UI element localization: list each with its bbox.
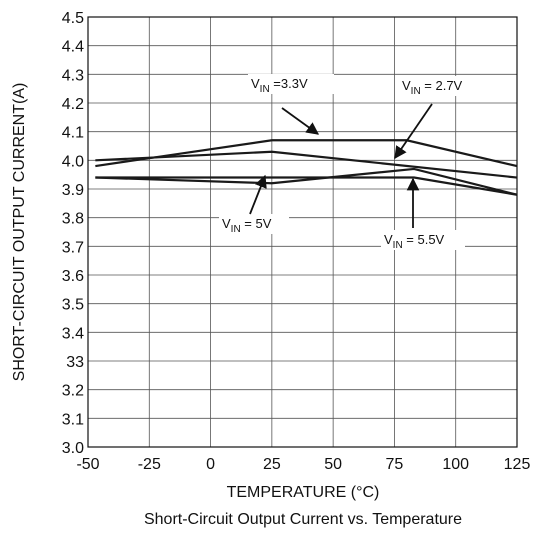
chart-title: Short-Circuit Output Current vs. Tempera… bbox=[144, 511, 462, 528]
y-tick-label: 4.4 bbox=[62, 39, 84, 56]
annotation-bg bbox=[248, 74, 334, 94]
y-tick-label: 4.0 bbox=[62, 153, 84, 170]
annotation-rest: = 5V bbox=[241, 216, 272, 231]
annotation-arrow bbox=[394, 103, 433, 160]
annotation-rest: = 5.5V bbox=[403, 232, 445, 247]
y-axis-label: SHORT-CIRCUIT OUTPUT CURRENT(A) bbox=[11, 83, 28, 382]
annotation-arrow bbox=[281, 107, 320, 135]
y-tick-label: 3.7 bbox=[62, 239, 84, 256]
annotation-main: V bbox=[251, 76, 260, 91]
x-tick-label: 125 bbox=[504, 456, 531, 473]
y-tick-label: 4.1 bbox=[62, 125, 84, 142]
y-tick-label: 4.2 bbox=[62, 96, 84, 113]
series-line bbox=[95, 176, 518, 196]
y-tick-label: 3.9 bbox=[62, 182, 84, 199]
annotation-arrow bbox=[249, 174, 267, 215]
series-line bbox=[95, 150, 518, 179]
annotation-sub: IN bbox=[393, 240, 403, 251]
y-tick-label: 3.6 bbox=[62, 268, 84, 285]
x-tick-label: -50 bbox=[76, 456, 99, 473]
annotation-bg bbox=[399, 76, 481, 96]
annotation-bg bbox=[219, 214, 289, 234]
x-tick-label: 100 bbox=[442, 456, 469, 473]
plot-frame bbox=[87, 16, 518, 448]
x-tick-label: -25 bbox=[138, 456, 161, 473]
annotation-rest: = 2.7V bbox=[421, 78, 463, 93]
annotation: VIN =3.3V bbox=[251, 76, 308, 95]
y-tick-label: 3.4 bbox=[62, 325, 84, 342]
annotation-sub: IN bbox=[260, 84, 270, 95]
y-tick-label: 4.3 bbox=[62, 67, 84, 84]
annotation-main: V bbox=[402, 78, 411, 93]
x-tick-label: 75 bbox=[386, 456, 404, 473]
annotation: VIN = 5.5V bbox=[384, 232, 445, 251]
series-line bbox=[95, 167, 518, 196]
y-tick-label: 3.8 bbox=[62, 211, 84, 228]
annotation: VIN = 2.7V bbox=[402, 78, 463, 97]
annotation-sub: IN bbox=[411, 86, 421, 97]
x-axis-label: TEMPERATURE (°C) bbox=[227, 484, 380, 501]
y-tick-label: 3.1 bbox=[62, 411, 84, 428]
series-line bbox=[95, 139, 518, 168]
annotation: VIN = 5V bbox=[222, 216, 272, 235]
annotation-bg bbox=[381, 230, 465, 250]
y-tick-label: 3.2 bbox=[62, 383, 84, 400]
annotation-main: V bbox=[222, 216, 231, 231]
x-tick-label: 0 bbox=[206, 456, 215, 473]
annotation-rest: =3.3V bbox=[270, 76, 308, 91]
x-tick-label: 50 bbox=[324, 456, 342, 473]
x-tick-label: 25 bbox=[263, 456, 281, 473]
y-tick-label: 33 bbox=[66, 354, 84, 371]
annotation-sub: IN bbox=[231, 224, 241, 235]
y-tick-label: 3.5 bbox=[62, 297, 84, 314]
y-tick-label: 4.5 bbox=[62, 10, 84, 27]
y-tick-label: 3.0 bbox=[62, 440, 84, 457]
annotation-main: V bbox=[384, 232, 393, 247]
